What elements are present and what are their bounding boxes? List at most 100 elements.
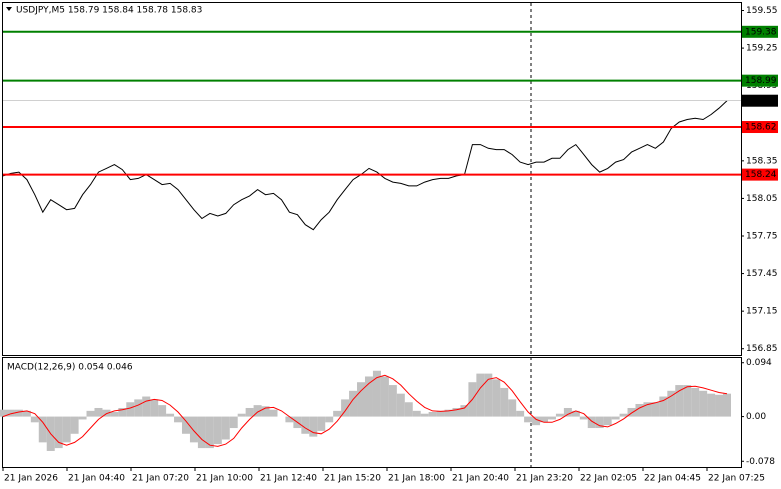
last-price-label: 158.83 (745, 96, 777, 106)
macd-bar (150, 399, 159, 417)
macd-bar (428, 412, 437, 417)
macd-bar (500, 387, 509, 417)
x-tick-label: 21 Jan 20:40 (452, 474, 509, 484)
macd-bar (540, 416, 549, 423)
macd-bar (627, 407, 636, 417)
macd-bar (70, 416, 79, 434)
macd-bar (380, 376, 389, 417)
y-tick-label: 156.85 (746, 344, 778, 354)
macd-bar (54, 416, 63, 449)
macd-bar (667, 390, 676, 417)
menu-arrow (6, 7, 12, 11)
macd-bar (571, 410, 580, 417)
macd-bar (205, 416, 214, 449)
macd-bar (317, 416, 326, 431)
last-price-label-bg (742, 94, 778, 107)
x-tick-label: 21 Jan 23:20 (516, 474, 573, 484)
macd-bar (142, 396, 151, 417)
macd-bar (6, 409, 15, 417)
y-tick-label: 159.55 (746, 6, 778, 16)
macd-bar (452, 407, 461, 417)
macd-bar (333, 410, 342, 417)
y-tick-label: 159.25 (746, 44, 778, 54)
level-line-label: 158.62 (745, 123, 777, 133)
macd-bar (547, 416, 556, 420)
macd-bar (0, 409, 7, 417)
macd-bar (181, 416, 190, 434)
macd-bar (643, 402, 652, 417)
macd-bar (364, 376, 373, 417)
y-tick-label: 0.094 (746, 358, 772, 368)
macd-bar (38, 416, 47, 443)
macd-bar (595, 416, 604, 429)
macd-bar (301, 416, 310, 434)
macd-bar (134, 399, 143, 417)
macd-bar (30, 416, 39, 423)
x-tick-label: 22 Jan 04:45 (644, 474, 701, 484)
macd-bar (460, 405, 469, 417)
x-tick-label: 21 Jan 10:00 (196, 474, 253, 484)
macd-bar (508, 399, 517, 417)
level-line-label-bg (742, 168, 778, 181)
macd-bar (189, 416, 198, 443)
macd-bar (492, 379, 501, 417)
level-line-label-bg (742, 74, 778, 87)
macd-bar (683, 385, 692, 417)
level-line-label-bg (742, 25, 778, 38)
macd-bar (444, 409, 453, 417)
macd-bar (412, 410, 421, 417)
macd-bar (587, 416, 596, 429)
x-tick-label: 21 Jan 07:20 (132, 474, 189, 484)
macd-bar (420, 413, 429, 417)
macd-bar (372, 370, 381, 417)
macd-bar (603, 416, 612, 426)
macd-bar (532, 416, 541, 426)
y-tick-label: -0.078 (746, 457, 775, 467)
macd-bar (118, 407, 127, 417)
x-tick-label: 21 Jan 12:40 (260, 474, 317, 484)
x-tick-label: 21 Jan 18:00 (388, 474, 445, 484)
macd-bar (675, 385, 684, 417)
macd-bar (269, 409, 278, 417)
macd-bar (325, 416, 334, 423)
macd-bar (197, 416, 206, 449)
x-tick-label: 22 Jan 02:05 (580, 474, 637, 484)
macd-bar (174, 416, 183, 423)
level-line-label: 159.38 (745, 27, 777, 37)
macd-bar (707, 393, 716, 417)
macd-bar (166, 413, 175, 417)
macd-bar (94, 407, 103, 417)
macd-bar (285, 416, 294, 423)
main-frame (2, 2, 742, 356)
macd-bar (102, 409, 111, 417)
y-tick-label: 158.05 (746, 194, 778, 204)
macd-bar (357, 382, 366, 417)
macd-bar (62, 416, 71, 443)
macd-bar (396, 393, 405, 417)
macd-bar (619, 413, 628, 417)
x-tick-label: 21 Jan 04:40 (68, 474, 125, 484)
macd-bar (22, 410, 31, 417)
macd-bar (221, 416, 230, 440)
macd-bar (563, 407, 572, 417)
level-line-label: 158.99 (745, 76, 777, 86)
macd-bar (691, 387, 700, 417)
signal-line (2, 374, 728, 447)
y-tick-label: 157.45 (746, 269, 778, 279)
x-tick-label: 22 Jan 07:25 (708, 474, 765, 484)
macd-bar (237, 413, 246, 417)
macd-bar (86, 410, 95, 417)
chart-title: USDJPY,M5 158.79 158.84 158.78 158.83 (16, 6, 202, 16)
macd-bar (715, 394, 724, 417)
macd-bar (229, 416, 238, 429)
x-tick-label: 21 Jan 15:20 (324, 474, 381, 484)
macd-bar (349, 390, 358, 417)
macd-bar (213, 416, 222, 445)
macd-bar (635, 403, 644, 417)
macd-bar (341, 399, 350, 417)
macd-bar (524, 416, 533, 423)
macd-bar (699, 390, 708, 417)
macd-bar (309, 416, 318, 437)
macd-title: MACD(12,26,9) 0.054 0.046 (7, 363, 133, 373)
